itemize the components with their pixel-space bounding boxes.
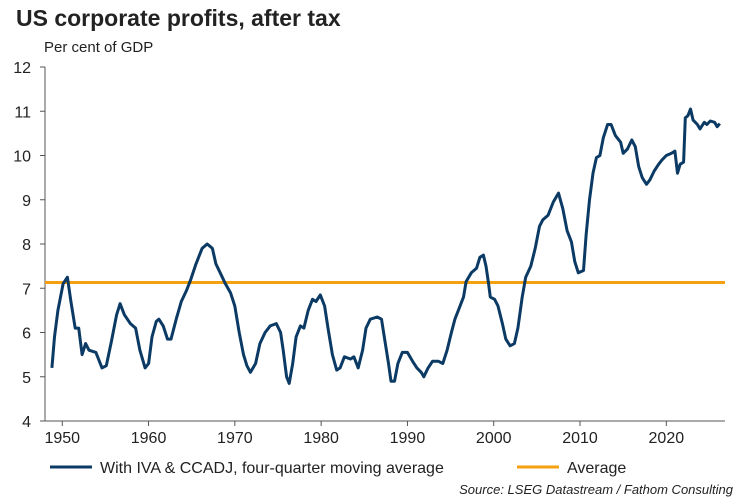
x-tick-label: 1950 bbox=[44, 430, 80, 447]
y-tick-label: 6 bbox=[22, 326, 31, 343]
x-tick-label: 2000 bbox=[476, 430, 512, 447]
y-tick-label: 10 bbox=[13, 149, 31, 166]
x-tick-label: 2020 bbox=[649, 430, 685, 447]
y-tick-label: 5 bbox=[22, 370, 31, 387]
x-tick-label: 1980 bbox=[303, 430, 339, 447]
x-tick-label: 1960 bbox=[131, 430, 167, 447]
y-tick-label: 12 bbox=[13, 60, 31, 77]
chart-title: US corporate profits, after tax bbox=[16, 5, 341, 31]
y-tick-label: 4 bbox=[22, 414, 31, 431]
legend-label: With IVA & CCADJ, four-quarter moving av… bbox=[100, 460, 444, 477]
x-tick-label: 1990 bbox=[390, 430, 426, 447]
legend-label: Average bbox=[567, 460, 626, 477]
chart-subtitle: Per cent of GDP bbox=[44, 39, 153, 56]
y-tick-label: 9 bbox=[22, 193, 31, 210]
y-tick-label: 11 bbox=[14, 104, 31, 121]
y-tick-label: 7 bbox=[22, 281, 31, 298]
y-tick-label: 8 bbox=[22, 237, 31, 254]
x-tick-label: 2010 bbox=[562, 430, 598, 447]
x-tick-label: 1970 bbox=[217, 430, 253, 447]
data-line bbox=[50, 107, 721, 385]
source-note: Source: LSEG Datastream / Fathom Consult… bbox=[459, 482, 734, 497]
